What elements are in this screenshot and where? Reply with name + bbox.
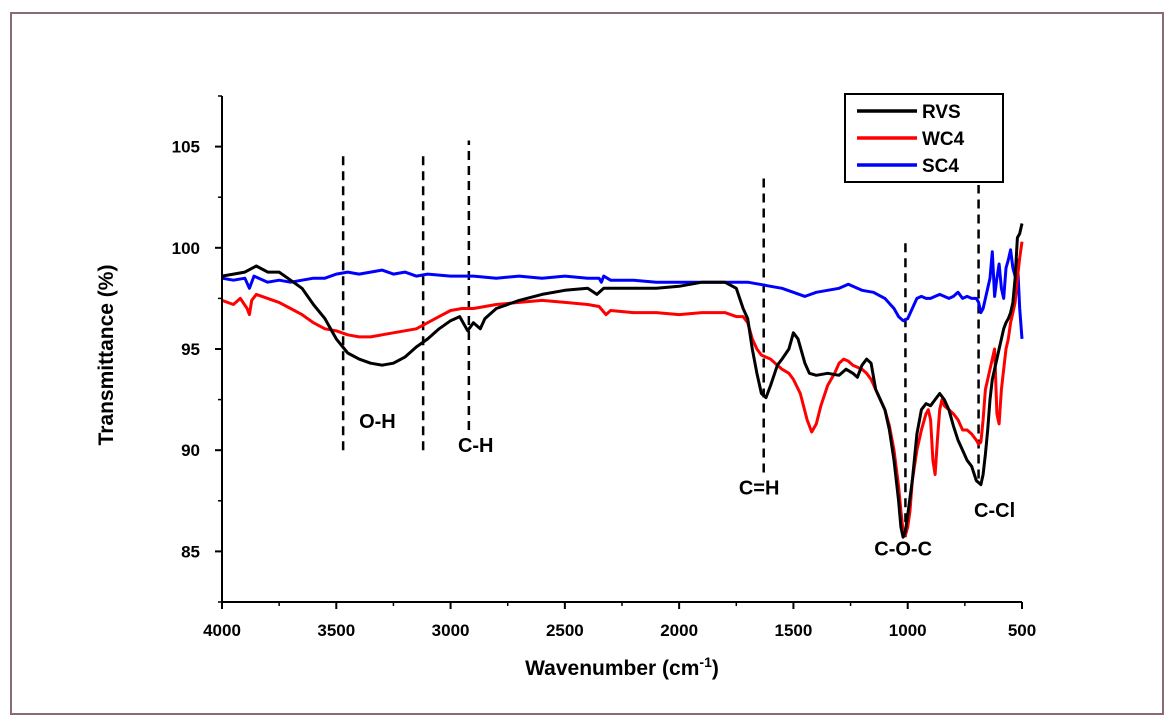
x-axis-label-suffix: ): [712, 657, 719, 680]
legend-label-rvs: RVS: [922, 102, 961, 123]
series-line-wc4: [221, 241, 1024, 537]
annotation-c-h: C=H: [739, 478, 780, 500]
y-tick-label: 85: [181, 542, 200, 561]
x-axis-label-superscript: -1: [699, 654, 712, 670]
x-tick-label: 3500: [317, 621, 355, 640]
legend-label-sc4: SC4: [922, 156, 959, 177]
x-tick-label: 500: [1008, 621, 1036, 640]
annotation-c-h: C-H: [458, 435, 494, 457]
y-tick-label: 105: [172, 138, 200, 157]
reference-lines: [341, 140, 980, 538]
series-line-rvs: [221, 223, 1024, 539]
y-tick-label: 100: [172, 239, 200, 258]
annotation-o-h: O-H: [359, 411, 396, 433]
y-tick-label: 95: [181, 340, 200, 359]
series-line-sc4: [221, 248, 1024, 340]
y-axis-label: Transmittance (%): [95, 265, 118, 446]
x-tick-label: 1500: [775, 621, 813, 640]
y-tick-label: 90: [181, 441, 200, 460]
annotation-c-o-c: C-O-C: [874, 538, 932, 560]
x-tick-label: 3000: [432, 621, 470, 640]
legend: RVS WC4 SC4: [844, 93, 1004, 183]
x-tick-label: 2500: [546, 621, 584, 640]
tick-labels: 4000 3500 3000 2500 2000 1500 1000 500 85 90 95 100…: [172, 95, 1036, 640]
legend-label-wc4: WC4: [922, 129, 965, 150]
x-tick-label: 1000: [889, 621, 927, 640]
annotations: O-H C-H C=H C-O-C C-Cl: [359, 411, 1015, 561]
series-layer: [221, 223, 1024, 539]
annotation-c-cl: C-Cl: [974, 500, 1015, 522]
x-axis-label: Wavenumber (cm-1): [525, 654, 719, 680]
x-tick-label: 4000: [203, 621, 241, 640]
x-tick-label: 2000: [660, 621, 698, 640]
